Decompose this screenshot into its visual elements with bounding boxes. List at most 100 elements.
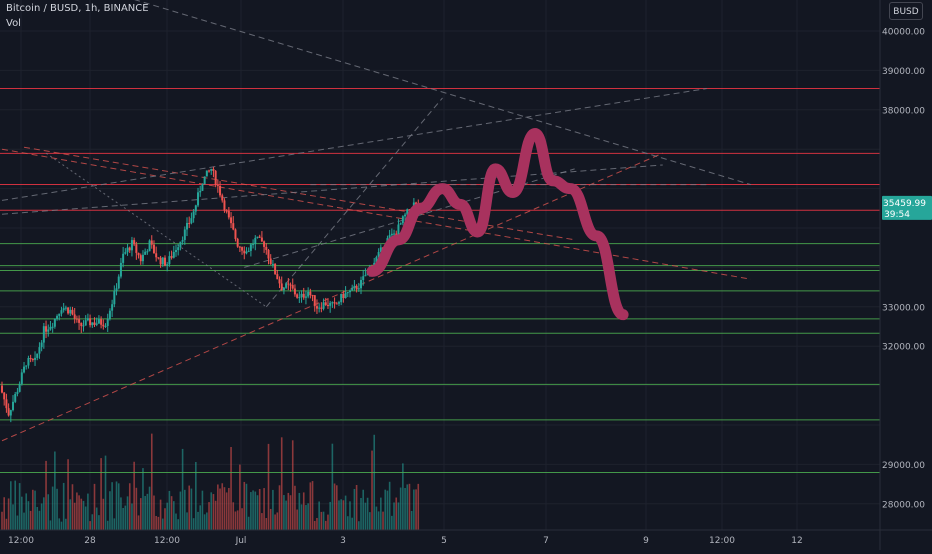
- candle-body: [377, 252, 380, 258]
- volume-bar: [104, 455, 107, 530]
- volume-bar: [89, 521, 91, 530]
- volume-bar: [208, 502, 210, 530]
- volume-bar: [80, 498, 83, 530]
- volume-bar: [115, 481, 118, 530]
- candle-body: [124, 252, 127, 254]
- candle-body: [186, 222, 189, 230]
- volume-bar: [402, 463, 404, 530]
- volume-bar: [36, 506, 39, 530]
- candle-body: [100, 319, 103, 325]
- candle-body: [113, 291, 116, 305]
- candles: [1, 166, 420, 423]
- volume-bar: [309, 482, 312, 530]
- candle-body: [71, 309, 74, 315]
- volume-bar: [82, 500, 85, 530]
- forecast-path[interactable]: [366, 127, 629, 321]
- candle-body: [230, 217, 233, 224]
- volume-bar: [65, 518, 67, 530]
- candle-body: [78, 319, 81, 323]
- candle-body: [287, 283, 290, 285]
- volume-bar: [73, 502, 76, 530]
- volume-bar: [384, 489, 387, 530]
- candle-body: [296, 294, 299, 298]
- volume-bar: [139, 498, 142, 530]
- volume-bar: [333, 483, 336, 530]
- volume-bar: [192, 518, 195, 530]
- volume-bar: [320, 511, 323, 530]
- volume-bar: [395, 497, 398, 530]
- trendlines[interactable]: [1, 0, 751, 442]
- volume-bar: [109, 491, 111, 530]
- volume-bar: [404, 487, 406, 530]
- candle-body: [183, 229, 186, 240]
- candle-body: [179, 241, 182, 248]
- volume-bar: [408, 483, 411, 530]
- volume-bar: [27, 501, 30, 530]
- volume-bar: [399, 487, 402, 530]
- volume-bar: [247, 516, 250, 530]
- volume-bar: [243, 481, 246, 530]
- volume-bar: [258, 488, 261, 530]
- candle-body: [60, 310, 63, 314]
- volume-bar: [302, 492, 305, 530]
- volume-bar: [382, 511, 384, 530]
- horizontal-levels[interactable]: 38540.1036894.7436102.8935449.2834603.82…: [0, 82, 932, 479]
- candle-body: [27, 358, 30, 366]
- candle-body: [62, 308, 65, 311]
- candle-body: [249, 244, 252, 251]
- currency-button[interactable]: BUSD: [889, 2, 923, 20]
- candle-body: [31, 359, 34, 361]
- candle-body: [342, 293, 345, 299]
- candle-body: [289, 284, 292, 286]
- volume-bar: [159, 499, 162, 530]
- grid: [0, 0, 880, 530]
- volume-bar: [342, 500, 345, 530]
- volume-bar: [358, 521, 360, 530]
- price-tick-label: 32000.00: [882, 343, 925, 353]
- candle-body: [320, 307, 323, 309]
- volume-bars: [1, 433, 420, 530]
- candle-body: [20, 372, 23, 384]
- volume-bar: [291, 440, 294, 530]
- candle-body: [408, 209, 411, 211]
- volume-bar: [84, 506, 87, 530]
- candle-body: [53, 318, 56, 327]
- volume-bar: [43, 497, 45, 530]
- candle-body: [265, 246, 268, 250]
- candle-body: [210, 168, 213, 171]
- volume-bar: [346, 516, 349, 530]
- price-axis[interactable]: 40000.00 39000.00 38000.00 33000.00 32000.00…: [879, 0, 932, 550]
- candle-body: [362, 276, 365, 281]
- time-tick-label: 5: [441, 536, 447, 546]
- volume-bar: [371, 450, 373, 530]
- volume-bar: [142, 468, 144, 530]
- volume-bar: [69, 499, 72, 530]
- volume-bar: [23, 512, 25, 530]
- candle-body: [315, 306, 318, 309]
- volume-bar: [95, 507, 98, 530]
- candle-body: [86, 318, 89, 321]
- volume-bar: [146, 493, 149, 530]
- candle-body: [181, 239, 184, 242]
- volume-bar: [265, 517, 268, 530]
- volume-bar: [388, 481, 391, 530]
- volume-bar: [100, 458, 102, 530]
- candle-body: [280, 283, 283, 291]
- candle-body: [1, 385, 3, 393]
- volume-bar: [276, 512, 279, 530]
- candle-body: [135, 244, 138, 253]
- volume-bar: [377, 511, 380, 530]
- candle-body: [95, 323, 98, 325]
- volume-bar: [269, 508, 272, 530]
- volume-bar: [369, 512, 371, 530]
- candle-body: [111, 304, 114, 311]
- candle-body: [360, 280, 363, 289]
- time-axis[interactable]: 12:00 28 12:00 Jul 3 5 7 9 12:00 12: [0, 529, 932, 546]
- volume-bar: [318, 501, 320, 530]
- candle-body: [304, 296, 307, 298]
- volume-bar: [351, 517, 353, 530]
- candle-body: [357, 288, 360, 290]
- volume-bar: [199, 505, 202, 530]
